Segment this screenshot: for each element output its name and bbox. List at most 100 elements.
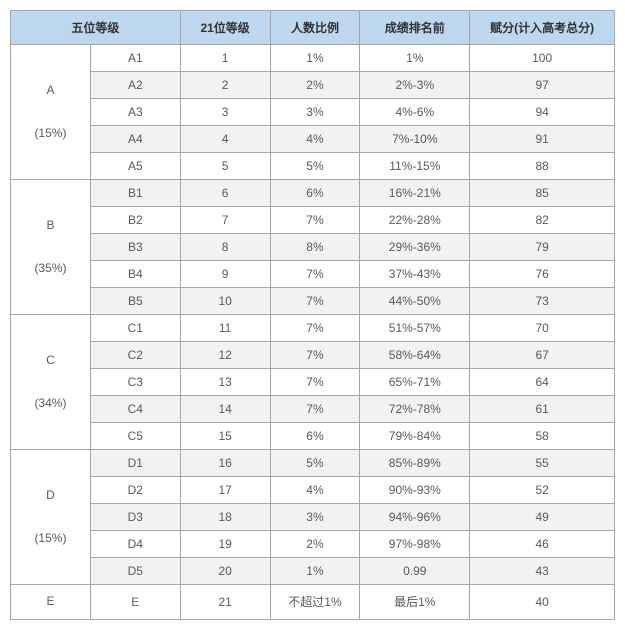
group-cell: D(15%): [11, 450, 91, 585]
group-label: B: [15, 215, 86, 237]
rank-cell: 29%-36%: [360, 234, 470, 261]
score-cell: 58: [470, 423, 615, 450]
v21-cell: 17: [180, 477, 270, 504]
table-row: B277%22%-28%82: [11, 207, 615, 234]
table-row: B5107%44%-50%73: [11, 288, 615, 315]
score-cell: 43: [470, 558, 615, 585]
sub-cell: D4: [90, 531, 180, 558]
table-row: C2127%58%-64%67: [11, 342, 615, 369]
score-cell: 52: [470, 477, 615, 504]
score-cell: 67: [470, 342, 615, 369]
table-body: A(15%)A111%1%100A222%2%-3%97A333%4%-6%94…: [11, 45, 615, 620]
th-ratio: 人数比例: [270, 11, 360, 45]
ratio-cell: 8%: [270, 234, 360, 261]
ratio-cell: 7%: [270, 261, 360, 288]
rank-cell: 22%-28%: [360, 207, 470, 234]
v21-cell: 5: [180, 153, 270, 180]
rank-cell: 79%-84%: [360, 423, 470, 450]
group-cell: C(34%): [11, 315, 91, 450]
ratio-cell: 4%: [270, 126, 360, 153]
table-row: D4192%97%-98%46: [11, 531, 615, 558]
v21-cell: 18: [180, 504, 270, 531]
score-cell: 40: [470, 585, 615, 620]
table-row: A555%11%-15%88: [11, 153, 615, 180]
score-cell: 46: [470, 531, 615, 558]
group-pct: (35%): [15, 258, 86, 280]
score-cell: 49: [470, 504, 615, 531]
sub-cell: A5: [90, 153, 180, 180]
score-cell: 91: [470, 126, 615, 153]
table-row: A444%7%-10%91: [11, 126, 615, 153]
rank-cell: 94%-96%: [360, 504, 470, 531]
table-row: C(34%)C1117%51%-57%70: [11, 315, 615, 342]
score-cell: 85: [470, 180, 615, 207]
rank-cell: 65%-71%: [360, 369, 470, 396]
table-row: A333%4%-6%94: [11, 99, 615, 126]
ratio-cell: 3%: [270, 504, 360, 531]
rank-cell: 97%-98%: [360, 531, 470, 558]
rank-cell: 11%-15%: [360, 153, 470, 180]
th-group: 五位等级: [11, 11, 181, 45]
sub-cell: C5: [90, 423, 180, 450]
v21-cell: 3: [180, 99, 270, 126]
ratio-cell: 3%: [270, 99, 360, 126]
score-cell: 55: [470, 450, 615, 477]
rank-cell: 4%-6%: [360, 99, 470, 126]
sub-cell: A2: [90, 72, 180, 99]
group-label: E: [15, 591, 86, 613]
sub-cell: D1: [90, 450, 180, 477]
sub-cell: C4: [90, 396, 180, 423]
rank-cell: 16%-21%: [360, 180, 470, 207]
group-pct: (15%): [15, 123, 86, 145]
table-row: D(15%)D1165%85%-89%55: [11, 450, 615, 477]
v21-cell: 12: [180, 342, 270, 369]
rank-cell: 90%-93%: [360, 477, 470, 504]
group-cell: B (35%): [11, 180, 91, 315]
grade-table: 五位等级 21位等级 人数比例 成绩排名前 赋分(计入高考总分) A(15%)A…: [10, 10, 615, 620]
v21-cell: 9: [180, 261, 270, 288]
rank-cell: 85%-89%: [360, 450, 470, 477]
sub-cell: D2: [90, 477, 180, 504]
table-row: D5201%0.9943: [11, 558, 615, 585]
ratio-cell: 2%: [270, 531, 360, 558]
ratio-cell: 4%: [270, 477, 360, 504]
ratio-cell: 7%: [270, 207, 360, 234]
th-score: 赋分(计入高考总分): [470, 11, 615, 45]
sub-cell: A3: [90, 99, 180, 126]
v21-cell: 16: [180, 450, 270, 477]
table-row: A222%2%-3%97: [11, 72, 615, 99]
sub-cell: A4: [90, 126, 180, 153]
rank-cell: 51%-57%: [360, 315, 470, 342]
sub-cell: B2: [90, 207, 180, 234]
sub-cell: C1: [90, 315, 180, 342]
rank-cell: 1%: [360, 45, 470, 72]
sub-cell: D5: [90, 558, 180, 585]
table-row: EE21不超过1%最后1%40: [11, 585, 615, 620]
v21-cell: 13: [180, 369, 270, 396]
table-row: C4147%72%-78%61: [11, 396, 615, 423]
score-cell: 61: [470, 396, 615, 423]
ratio-cell: 5%: [270, 450, 360, 477]
v21-cell: 14: [180, 396, 270, 423]
v21-cell: 21: [180, 585, 270, 620]
rank-cell: 最后1%: [360, 585, 470, 620]
group-label: A: [15, 80, 86, 102]
table-row: D3183%94%-96%49: [11, 504, 615, 531]
v21-cell: 15: [180, 423, 270, 450]
header-row: 五位等级 21位等级 人数比例 成绩排名前 赋分(计入高考总分): [11, 11, 615, 45]
v21-cell: 10: [180, 288, 270, 315]
score-cell: 79: [470, 234, 615, 261]
sub-cell: B4: [90, 261, 180, 288]
v21-cell: 8: [180, 234, 270, 261]
rank-cell: 37%-43%: [360, 261, 470, 288]
sub-cell: A1: [90, 45, 180, 72]
sub-cell: B5: [90, 288, 180, 315]
score-cell: 97: [470, 72, 615, 99]
ratio-cell: 7%: [270, 369, 360, 396]
ratio-cell: 6%: [270, 180, 360, 207]
rank-cell: 7%-10%: [360, 126, 470, 153]
score-cell: 73: [470, 288, 615, 315]
th-rank: 成绩排名前: [360, 11, 470, 45]
group-pct: (34%): [15, 393, 86, 415]
group-pct: (15%): [15, 528, 86, 550]
